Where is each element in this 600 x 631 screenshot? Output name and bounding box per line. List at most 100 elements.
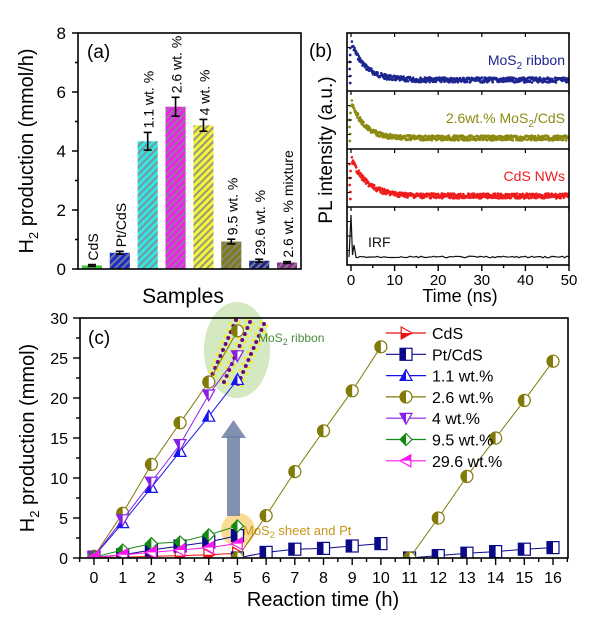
- panel-b-traces: [348, 40, 569, 259]
- mos2-atom-s: [227, 360, 231, 364]
- panel-b-x-ticks: 0 10 20 30 40 50: [347, 265, 577, 289]
- legend-label: 29.6 wt.%: [432, 454, 502, 471]
- marker-circle: [374, 340, 388, 354]
- panel-a-y-ticks: 0 2 4 6 8: [57, 24, 78, 279]
- legend-label: 1.1 wt.%: [432, 369, 493, 386]
- trace-point: [508, 193, 511, 196]
- trace-point: [530, 81, 534, 84]
- trace-point: [356, 52, 360, 56]
- mos2-atom-mo: [218, 354, 223, 358]
- trace-point: [419, 76, 422, 79]
- trace-point: [348, 183, 352, 187]
- marker-square: [288, 542, 302, 556]
- bar-hatch-2: [109, 252, 130, 269]
- marker-diamond: [399, 432, 413, 447]
- trace-label: MoS2 ribbon: [488, 52, 565, 72]
- x-tick-label: 20: [430, 272, 447, 289]
- mos2-atom-s: [242, 324, 246, 328]
- trace-point: [356, 113, 360, 116]
- mos2-atom-mo: [249, 352, 253, 356]
- trace-point: [370, 182, 374, 186]
- trace-point: [376, 71, 380, 75]
- trace-point: [511, 139, 515, 142]
- annotation-label: MoS2 ribbon: [258, 331, 324, 347]
- legend-label: 4 wt.%: [432, 411, 480, 428]
- trace-point: [348, 139, 352, 143]
- error-bar-3: [143, 131, 152, 151]
- bar-label: CdS: [85, 233, 101, 260]
- trace-point: [353, 46, 356, 50]
- marker-triangle-down: [230, 350, 245, 363]
- marker-triangle-down: [115, 514, 130, 527]
- mos2-atom-s: [233, 364, 237, 368]
- legend-item: CdS: [386, 325, 463, 343]
- mos2-atom-mo: [259, 328, 264, 332]
- bar-label: 9.5 wt. %: [224, 178, 240, 236]
- marker-triangle-down: [173, 439, 188, 452]
- mos2-atom-mo: [248, 320, 252, 324]
- mos2-atom-s: [228, 376, 232, 380]
- marker-square: [374, 536, 388, 551]
- marker-triangle-down: [144, 476, 159, 490]
- y-tick-label: 10: [50, 471, 68, 488]
- error-bar-7: [255, 258, 264, 264]
- trace-point: [564, 139, 568, 142]
- series-line: [409, 547, 554, 558]
- mos2-atom-s: [255, 348, 259, 352]
- trace-point: [480, 134, 484, 137]
- mos2-atom-s: [228, 322, 232, 326]
- legend-label: 9.5 wt.%: [432, 433, 493, 450]
- bar-label: 2.6 wt. %: [169, 36, 185, 94]
- mos2-atom-s: [248, 328, 252, 332]
- trace-point: [448, 80, 452, 83]
- error-bar-2: [115, 250, 124, 256]
- mos2-atom-s: [252, 354, 256, 358]
- x-tick-label: 11: [401, 570, 418, 587]
- trace-point: [509, 196, 513, 199]
- mos2-atom-mo: [262, 322, 266, 326]
- trace-point: [425, 138, 429, 142]
- trace-point: [501, 193, 504, 197]
- trace-2-6wt-mos2-cds: [348, 99, 569, 143]
- y-tick-label: 6: [57, 83, 66, 102]
- y-tick-label: 4: [57, 142, 66, 161]
- trace-point: [358, 116, 362, 119]
- trace-point: [465, 80, 469, 84]
- arrow-shaft: [227, 436, 240, 516]
- x-tick-label: 12: [429, 570, 447, 587]
- marker-diamond: [201, 527, 216, 542]
- trace-point: [505, 135, 509, 138]
- legend-item: 2.6 wt.%: [386, 390, 493, 407]
- trace-point: [519, 196, 523, 199]
- x-tick-label: 8: [319, 570, 328, 587]
- trace-point: [459, 192, 462, 196]
- trace-point: [370, 67, 373, 71]
- y-tick-label: 20: [50, 391, 68, 408]
- bar-hatch-5: [193, 125, 214, 269]
- trace-point: [417, 137, 420, 140]
- bar-hatch-3: [137, 141, 158, 269]
- mos2-atom-s: [213, 358, 217, 362]
- x-tick-label: 13: [458, 570, 476, 587]
- mos2-atom-mo: [242, 332, 247, 336]
- mos2-atom-mo: [246, 358, 251, 362]
- trace-point: [440, 80, 443, 84]
- x-tick-label: 7: [290, 570, 299, 587]
- trace-point: [354, 50, 358, 53]
- trace-point: [554, 81, 558, 84]
- trace-point: [348, 81, 352, 85]
- mos2-atom-s: [219, 362, 223, 366]
- legend-item: 29.6 wt.%: [386, 453, 502, 471]
- x-tick-label: 30: [473, 272, 490, 289]
- bar-label: 2.6 wt. % mixture: [280, 150, 296, 258]
- trace-point: [349, 111, 352, 115]
- marker-triangle-right: [400, 325, 414, 341]
- mos2-atom-s: [208, 370, 212, 374]
- trace-point: [348, 53, 352, 57]
- series-29-6-wt-: [86, 536, 243, 558]
- panel-c-x-ticks: 0 1 2 3 4 5 6 7 8 9 10 11 12 13 14 15 16: [78, 558, 569, 587]
- mos2-atom-mo: [224, 374, 229, 378]
- panel-c-y-ticks: 0 5 10 15 20 25 30: [50, 311, 80, 568]
- mos2-atom-s: [257, 342, 261, 346]
